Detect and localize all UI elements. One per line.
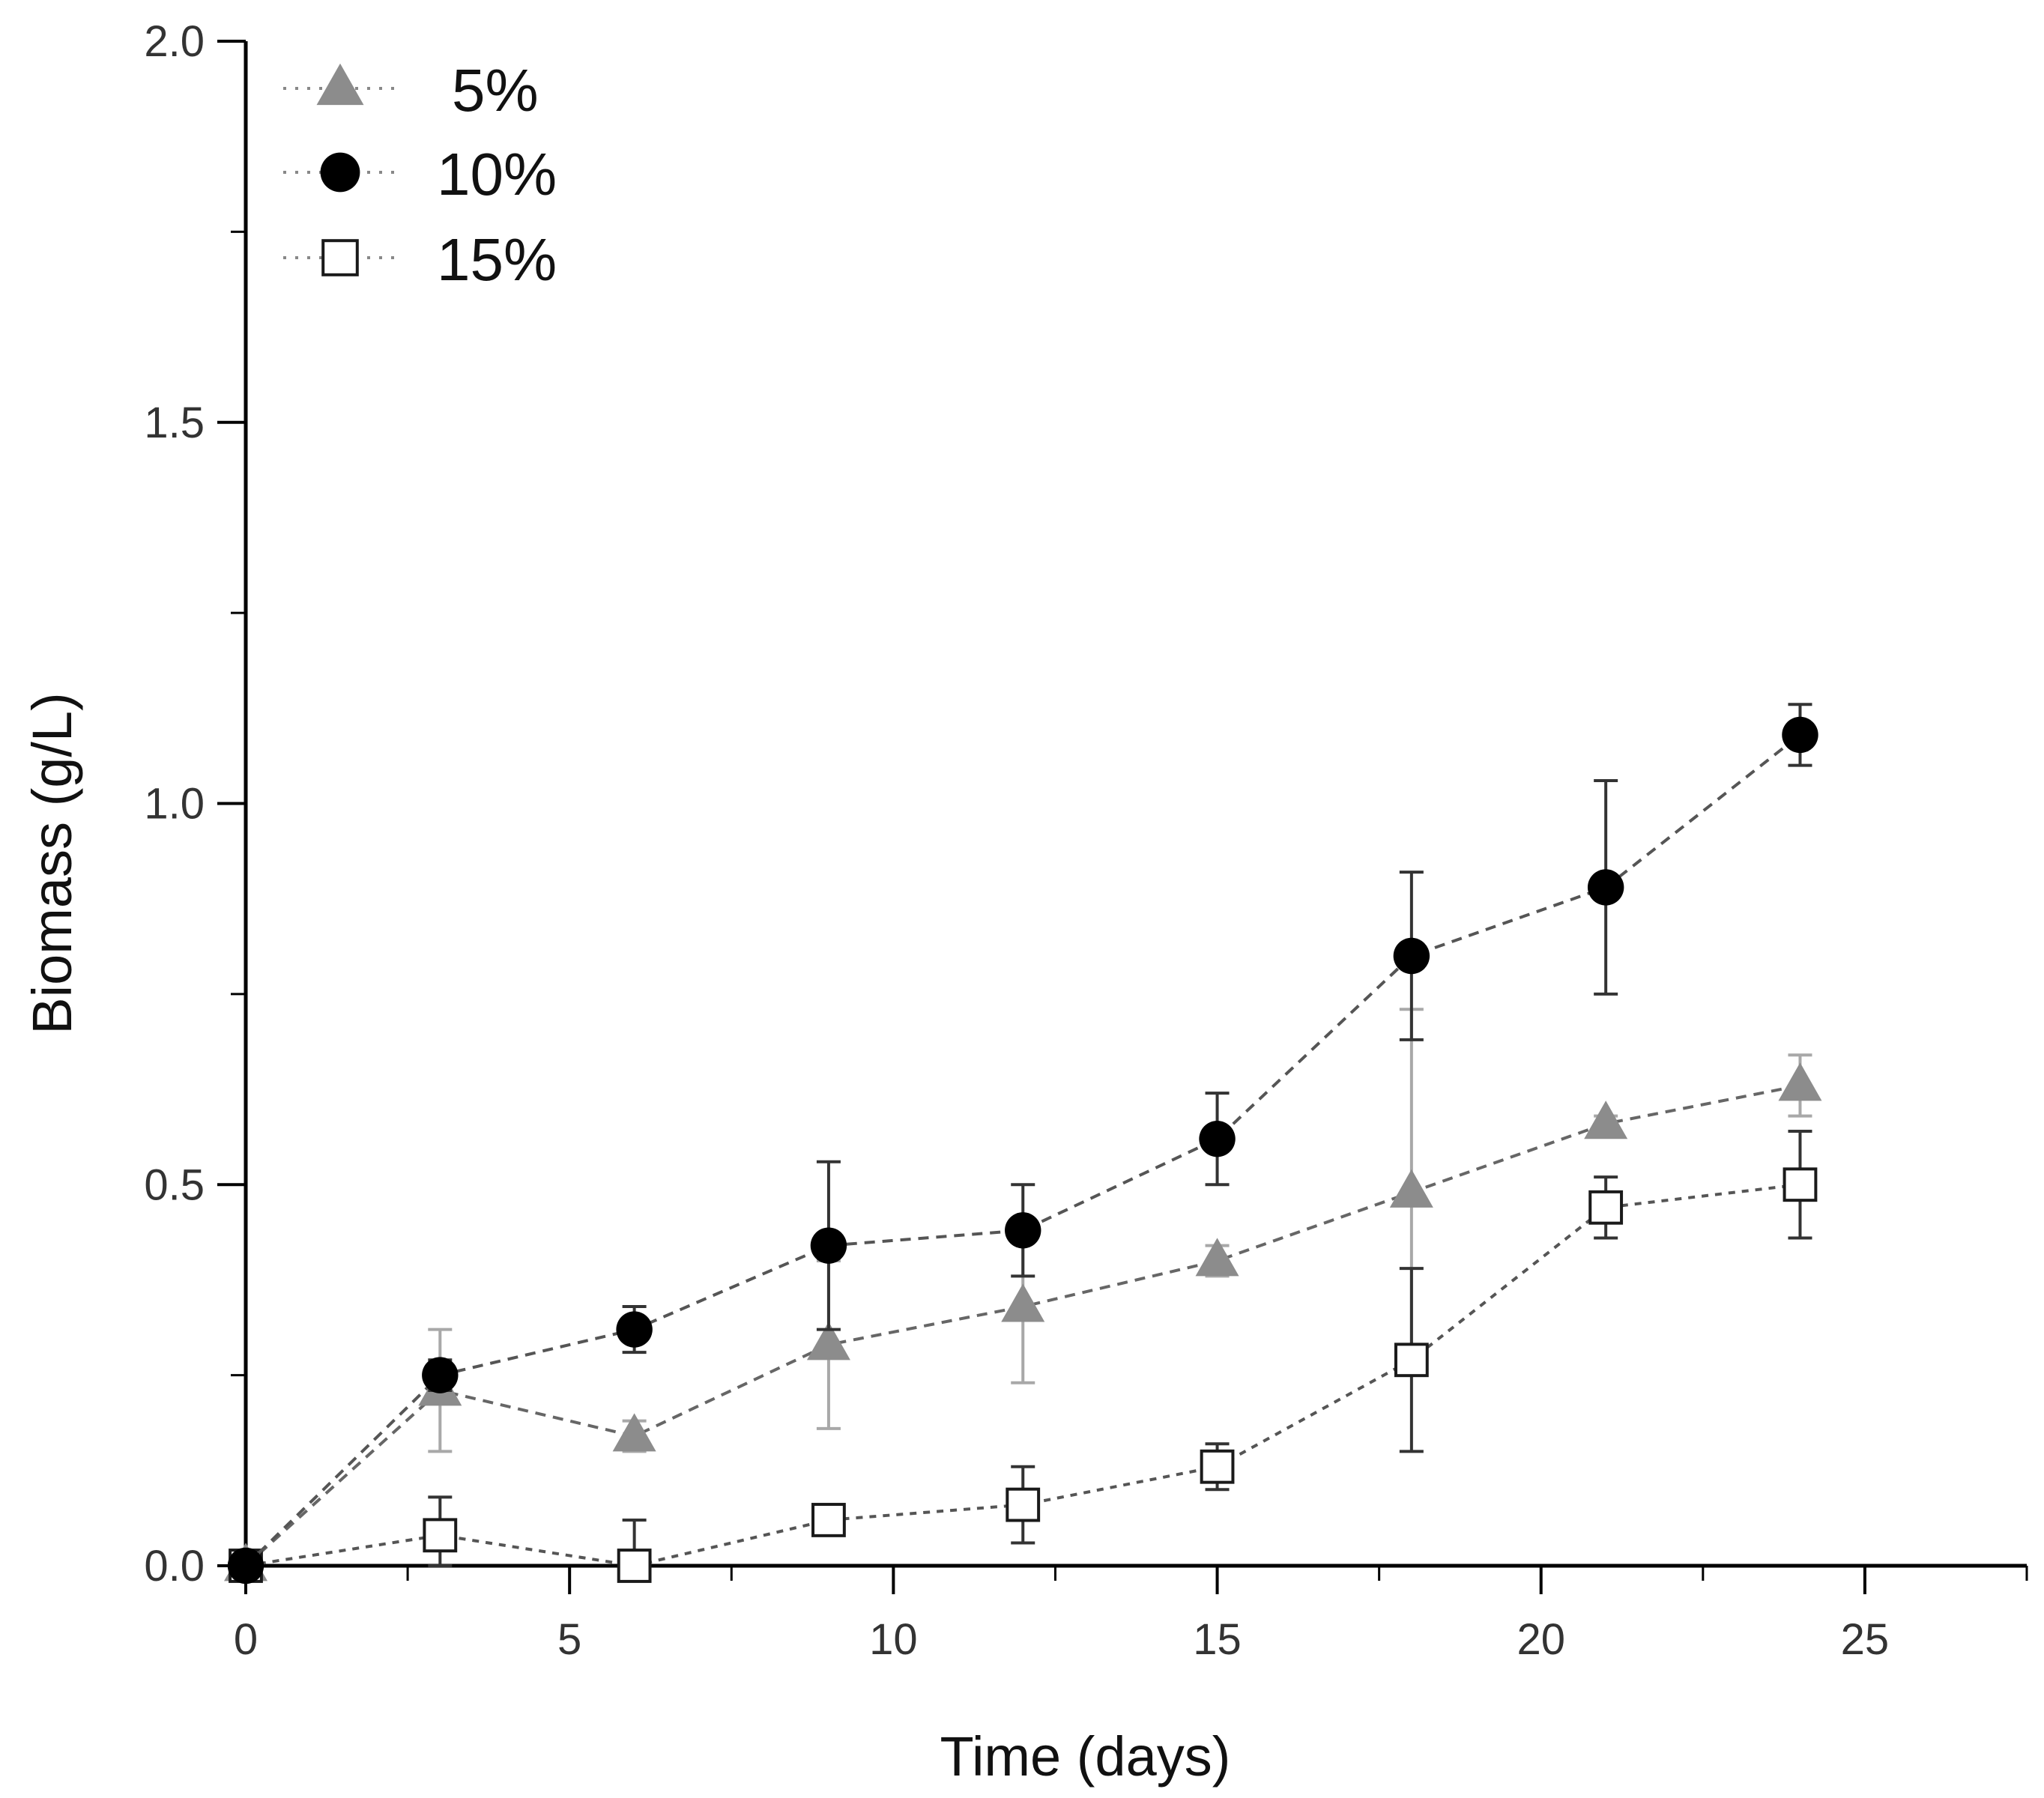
data-point <box>616 1311 653 1348</box>
data-point <box>1782 716 1818 754</box>
data-point <box>1778 1062 1822 1101</box>
series-10pct <box>227 703 1818 1584</box>
data-point <box>1584 1101 1628 1139</box>
legend-item-15pct: 15% <box>283 226 557 293</box>
legend-marker <box>320 152 360 193</box>
data-point <box>810 1227 847 1264</box>
series-layer <box>224 703 1822 1584</box>
data-point <box>422 1357 459 1393</box>
data-point <box>1783 1167 1818 1202</box>
data-point <box>612 1413 656 1452</box>
y-axis-title: Biomass (g/L) <box>21 692 83 1034</box>
data-point <box>1587 869 1624 906</box>
data-point <box>1393 937 1430 975</box>
data-point <box>227 1547 264 1584</box>
data-point <box>811 1503 846 1537</box>
data-point <box>1389 1169 1433 1208</box>
series-line <box>244 1084 1800 1567</box>
y-tick-label: 2.0 <box>144 17 205 66</box>
data-point <box>1199 1121 1236 1157</box>
y-tick-label: 0.5 <box>144 1160 205 1209</box>
data-point <box>1006 1487 1041 1522</box>
data-point <box>1005 1212 1041 1249</box>
legend-label: 5% <box>452 57 539 124</box>
data-point <box>1588 1190 1624 1225</box>
legend-item-5pct: 5% <box>283 57 539 124</box>
y-tick-label: 0.0 <box>144 1542 205 1590</box>
x-axis-title: Time (days) <box>940 1725 1231 1788</box>
y-tick-label: 1.0 <box>144 780 205 829</box>
series-15pct <box>229 1130 1818 1583</box>
x-tick-label: 20 <box>1517 1615 1565 1664</box>
legend-marker <box>316 63 364 106</box>
x-tick-label: 0 <box>234 1615 258 1664</box>
series-line <box>244 733 1801 1567</box>
data-point <box>617 1549 652 1583</box>
y-tick-label: 1.5 <box>144 399 205 447</box>
data-point <box>1001 1283 1045 1322</box>
data-point <box>423 1518 458 1553</box>
x-tick-label: 5 <box>557 1615 581 1664</box>
series-5pct <box>224 1008 1822 1581</box>
x-tick-label: 25 <box>1841 1615 1890 1664</box>
legend-label: 15% <box>437 226 557 293</box>
legend: 5% 10% 15% <box>283 57 557 293</box>
x-tick-label: 15 <box>1193 1615 1242 1664</box>
data-point <box>806 1322 850 1360</box>
legend-label: 10% <box>437 141 557 208</box>
data-point <box>1394 1343 1429 1378</box>
data-point <box>1195 1238 1239 1277</box>
data-point <box>1200 1449 1235 1484</box>
axes: 0 5 10 15 20 25 0.0 0.5 1.0 1.5 2.0 <box>144 17 2028 1664</box>
x-tick-label: 10 <box>869 1615 918 1664</box>
legend-marker <box>321 239 359 276</box>
legend-item-10pct: 10% <box>283 141 557 208</box>
